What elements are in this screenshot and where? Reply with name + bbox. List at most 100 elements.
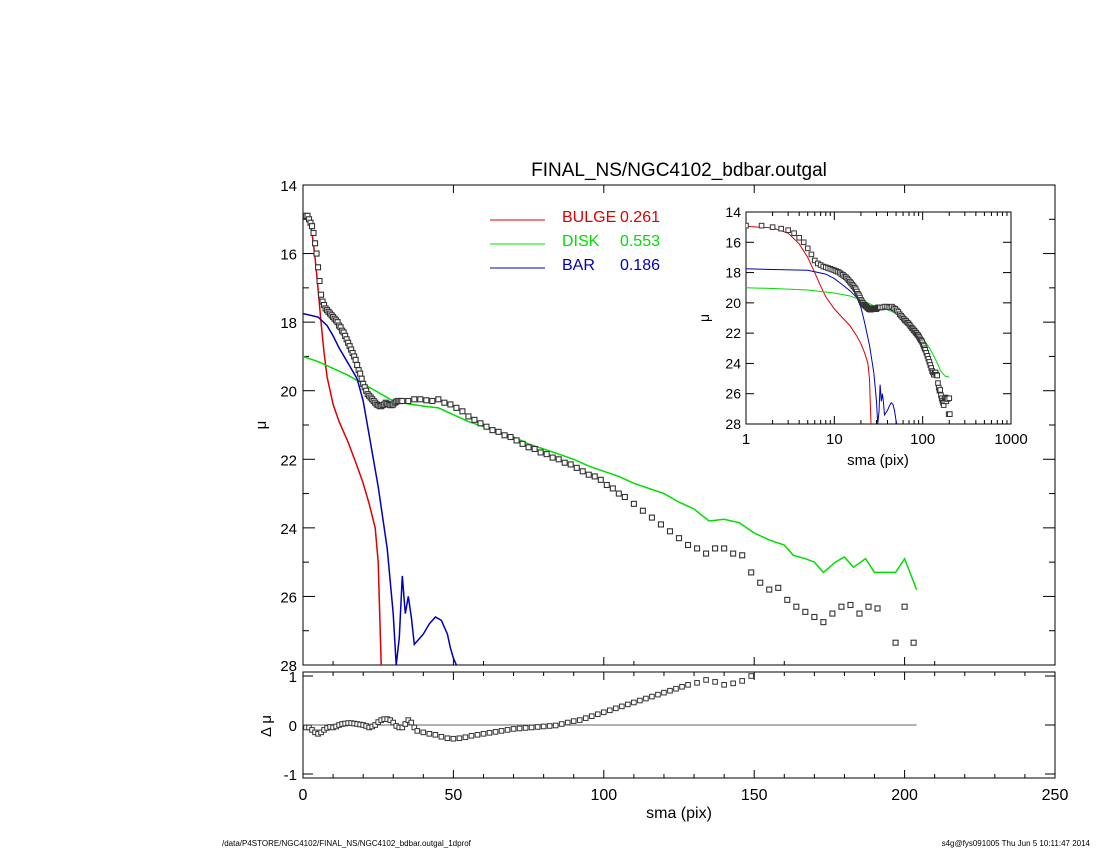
residual-point: [480, 731, 487, 737]
residual-point: [372, 722, 378, 728]
data-point: [531, 445, 538, 453]
data-point: [357, 370, 364, 377]
data-point: [675, 535, 683, 542]
residual-x-tick-label: 0: [299, 787, 308, 804]
data-point: [314, 264, 322, 271]
main-data-points-group: [303, 212, 917, 646]
residual-point: [462, 734, 469, 741]
inset-plot-panel: 1 10 100 1000 14 16 18 20 22 24 26 28 sma (pix) μ: [696, 204, 1028, 469]
residual-point: [712, 679, 718, 685]
data-point: [775, 584, 782, 591]
residual-point: [522, 725, 529, 731]
data-point: [856, 610, 863, 617]
inset-series-line-bulge: [746, 225, 872, 424]
residual-point: [739, 678, 745, 684]
inset-x-axis-label: sma (pix): [847, 452, 909, 469]
inset-data-point: [769, 224, 776, 230]
residual-plot-panel: 0 50 100 150 200 250-101 Δ μ sma (pix): [258, 669, 1068, 822]
data-point: [684, 541, 692, 549]
residual-point: [474, 732, 481, 738]
data-point: [513, 437, 520, 444]
residual-point: [420, 729, 427, 736]
residual-point: [432, 732, 439, 738]
residual-point: [730, 680, 736, 687]
residual-point: [703, 677, 709, 683]
residual-point: [594, 711, 601, 718]
residual-x-tick-label: 150: [741, 787, 768, 804]
data-point: [501, 432, 508, 439]
residual-point: [649, 693, 655, 700]
residual-point: [588, 713, 595, 719]
data-point: [585, 471, 592, 478]
legend-value-bar: 0.186: [620, 257, 660, 274]
main-axis-ticks: 14 16 18 20 22 24 26 28: [280, 178, 1056, 675]
inset-data-point: [811, 257, 818, 264]
legend-label-disk: DISK: [562, 233, 600, 250]
residual-point: [685, 682, 691, 688]
inset-x-tick-label: 100: [910, 431, 935, 448]
data-point: [317, 291, 325, 298]
inset-y-tick-label: 20: [725, 295, 741, 311]
data-point: [316, 277, 323, 285]
legend-value-disk: 0.553: [620, 233, 660, 250]
residual-point: [661, 689, 667, 696]
residual-point: [450, 735, 457, 742]
residual-point: [540, 723, 547, 730]
main-y-tick-label: 20: [280, 384, 297, 401]
inset-y-tick-label: 26: [725, 386, 741, 402]
data-point: [459, 408, 466, 415]
inset-data-point: [758, 222, 765, 229]
residual-point: [408, 719, 415, 726]
main-y-tick-label: 24: [280, 521, 297, 538]
inset-y-tick-label: 22: [725, 325, 741, 341]
residual-point: [637, 697, 643, 704]
residual-axis-ticks: 0 50 100 150 200 250-101: [284, 669, 1069, 804]
main-y-tick-label: 26: [280, 589, 297, 606]
residual-point: [486, 730, 493, 736]
data-point: [423, 397, 430, 404]
residual-y-tick-label: -1: [284, 767, 297, 784]
residual-point: [619, 703, 625, 710]
data-point: [820, 619, 827, 626]
data-point: [811, 613, 818, 621]
data-point: [591, 473, 598, 480]
residual-point: [613, 705, 619, 712]
data-point: [597, 476, 604, 483]
main-y-tick-label: 28: [280, 658, 297, 675]
data-point: [495, 428, 502, 435]
data-point: [639, 507, 646, 514]
residual-point: [694, 680, 700, 686]
inset-data-point: [937, 387, 944, 393]
legend-label-bulge: BULGE: [562, 209, 616, 226]
data-point: [730, 550, 737, 557]
inset-data-point: [785, 227, 791, 233]
residual-point: [570, 718, 577, 724]
data-point: [666, 528, 674, 535]
data-point: [901, 603, 908, 610]
data-point: [561, 459, 568, 466]
inset-data-point: [800, 239, 807, 246]
data-point: [838, 603, 845, 610]
residual-x-tick-label: 50: [445, 787, 463, 804]
data-point: [555, 456, 562, 463]
inset-x-tick-label: 10: [826, 431, 843, 448]
data-point: [609, 485, 616, 492]
data-point: [847, 601, 854, 609]
main-y-axis-label: μ: [253, 421, 270, 430]
inset-y-tick-label: 16: [725, 234, 741, 250]
inset-plot-frame: [745, 211, 1012, 425]
residual-point: [667, 687, 673, 694]
data-point: [417, 396, 424, 403]
main-y-tick-label: 14: [280, 178, 297, 195]
data-point: [447, 401, 454, 408]
data-point: [399, 397, 406, 405]
residual-point: [456, 735, 463, 742]
data-point: [405, 397, 412, 405]
residual-x-tick-label: 100: [590, 787, 617, 804]
inset-data-point: [791, 230, 797, 236]
residual-points-group: [303, 673, 754, 742]
residual-point: [444, 735, 451, 742]
data-point: [507, 433, 514, 441]
residual-point: [673, 685, 679, 692]
